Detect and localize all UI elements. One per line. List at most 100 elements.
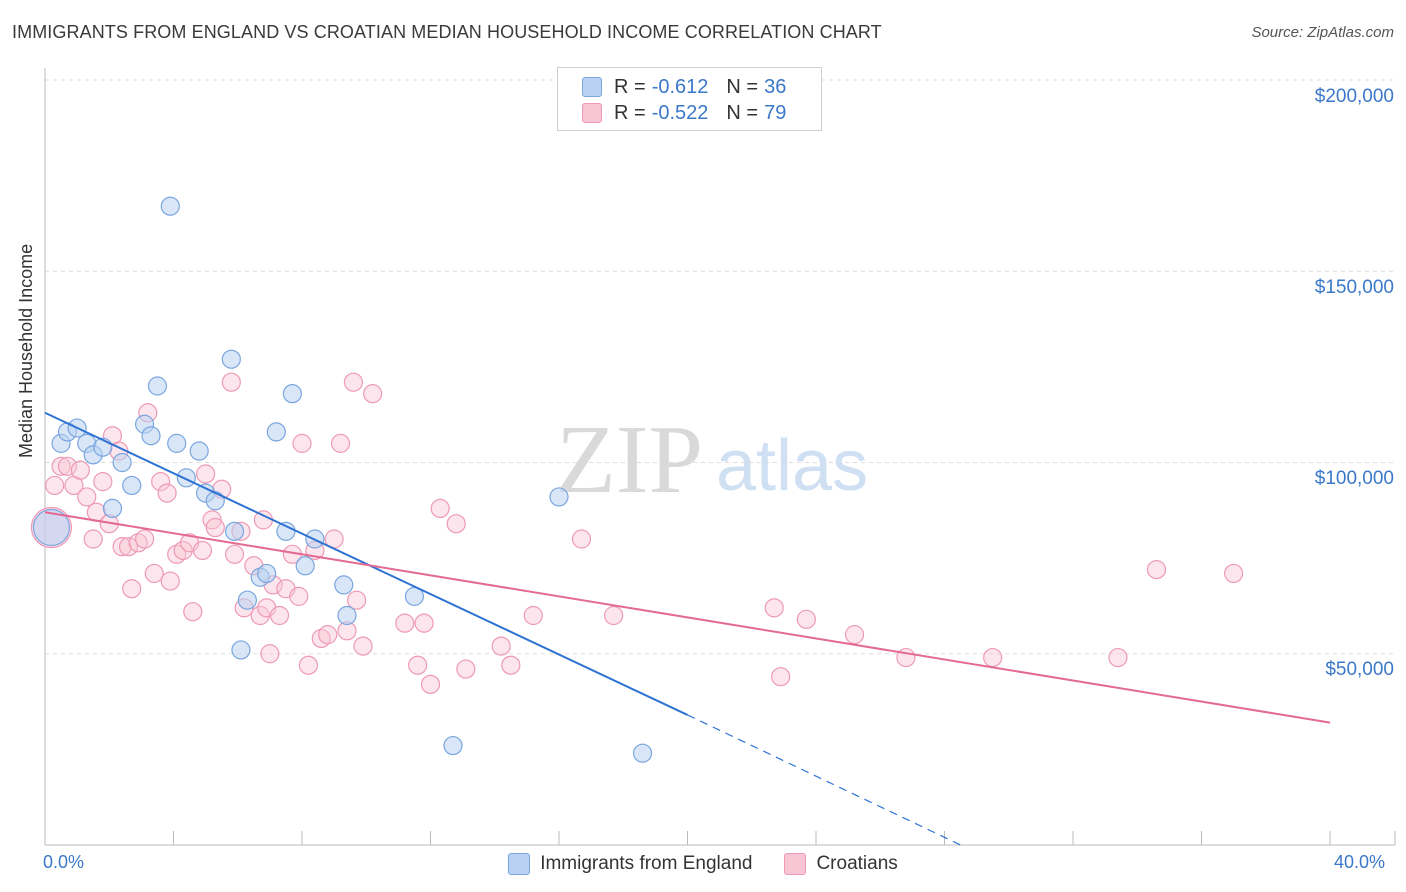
england-point — [122, 475, 142, 496]
watermark: ZIP atlas — [556, 406, 868, 514]
axes — [44, 68, 1396, 846]
r-label: R = — [614, 75, 646, 98]
y-tick-label-150000: $150,000 — [1314, 277, 1394, 298]
england-point — [295, 556, 315, 576]
croatian-point — [118, 537, 139, 557]
england-point — [141, 426, 161, 446]
croatian-point — [318, 625, 338, 645]
x-tick-label-min: 0.0% — [43, 852, 85, 872]
watermark-atlas: atlas — [716, 426, 868, 506]
croatian-point — [112, 537, 132, 557]
england-point — [337, 605, 357, 626]
england-point — [160, 196, 180, 216]
croatian-point — [51, 456, 71, 476]
croatian-point — [221, 372, 241, 392]
england-point — [334, 575, 354, 595]
england-point — [112, 452, 132, 473]
croatian-point — [796, 609, 816, 629]
england-point — [102, 498, 123, 518]
legend-label-england: Immigrants from England — [540, 853, 753, 874]
england-swatch — [508, 853, 531, 875]
england-point — [266, 422, 286, 442]
england-point — [205, 491, 225, 511]
croatian-point — [363, 384, 383, 404]
croatian-point — [70, 460, 90, 480]
y-tick-label-50000: $50,000 — [1325, 659, 1394, 680]
croatian-point — [292, 433, 312, 453]
croatian-point — [983, 647, 1003, 668]
england-trend-extension — [687, 714, 961, 846]
england-point — [632, 743, 653, 763]
england-point — [167, 433, 187, 453]
croatian-point — [408, 655, 428, 675]
croatian-point — [93, 472, 113, 492]
croatian-point — [157, 483, 177, 503]
croatian-point — [430, 498, 450, 518]
croatian-point — [395, 613, 415, 633]
croatian-point — [353, 636, 373, 656]
croatian-point — [183, 602, 203, 622]
r-label: R = — [614, 101, 646, 124]
england-point — [32, 508, 71, 547]
england-point — [147, 376, 168, 396]
x-tick-label-max: 40.0% — [1334, 852, 1386, 872]
croatian-point — [250, 605, 270, 626]
croatian-point — [205, 517, 225, 538]
n-value: 36 — [764, 75, 787, 98]
croatian-point — [134, 529, 155, 549]
croatian-point — [45, 475, 65, 496]
croatian-point — [501, 655, 521, 675]
watermark-zip: ZIP — [556, 406, 703, 514]
legend-item-england: Immigrants from England — [508, 853, 752, 875]
croatian-point — [844, 625, 865, 645]
croatian-point — [173, 540, 193, 561]
croatian-point — [57, 456, 78, 476]
croatian-point — [122, 579, 142, 599]
croatian-point — [298, 655, 319, 675]
croatian-point — [456, 659, 476, 679]
croatian-point — [1146, 559, 1167, 580]
croatian-point — [77, 487, 97, 507]
legend-item-croatian: Croatians — [784, 853, 898, 875]
england-point — [221, 349, 241, 369]
croatian-point — [151, 472, 171, 492]
croatian-point — [414, 613, 434, 633]
croatian-point — [330, 433, 351, 453]
r-value: -0.612 — [651, 75, 709, 98]
croatian-point — [144, 563, 164, 584]
legend-row-croatian: R = -0.522 N = 79 — [582, 102, 804, 124]
croatian-point — [269, 605, 290, 626]
england-point — [257, 563, 277, 584]
england-points — [32, 196, 653, 763]
croatian-point — [343, 372, 363, 392]
correlation-legend: R = -0.612 N = 36 R = -0.522 N = 79 — [557, 67, 822, 131]
croatian-point — [160, 571, 180, 591]
croatian-point — [571, 529, 592, 549]
legend-row-england: R = -0.612 N = 36 — [582, 76, 804, 98]
croatian-swatch — [784, 853, 807, 875]
croatian-point — [196, 464, 216, 484]
trend-lines — [44, 411, 1331, 846]
croatian-point — [1108, 647, 1128, 668]
croatian-point — [83, 529, 103, 549]
croatian-point — [446, 514, 466, 534]
y-tick-label-200000: $200,000 — [1314, 86, 1394, 107]
england-point — [224, 521, 245, 541]
croatian-point — [347, 590, 367, 610]
croatian-point — [289, 586, 309, 606]
n-label: N = — [726, 75, 759, 98]
croatian-swatch — [582, 103, 602, 123]
england-point — [237, 590, 257, 610]
england-point — [282, 384, 302, 404]
england-point — [443, 735, 463, 756]
croatian-point — [192, 540, 213, 561]
n-label: N = — [726, 101, 759, 124]
croatian-point — [604, 605, 624, 626]
y-tick-label-100000: $100,000 — [1314, 468, 1394, 489]
croatian-point — [523, 605, 543, 626]
r-value: -0.522 — [651, 101, 709, 124]
england-swatch — [582, 77, 602, 97]
legend-label-croatian: Croatians — [816, 853, 898, 874]
england-point — [189, 441, 209, 461]
